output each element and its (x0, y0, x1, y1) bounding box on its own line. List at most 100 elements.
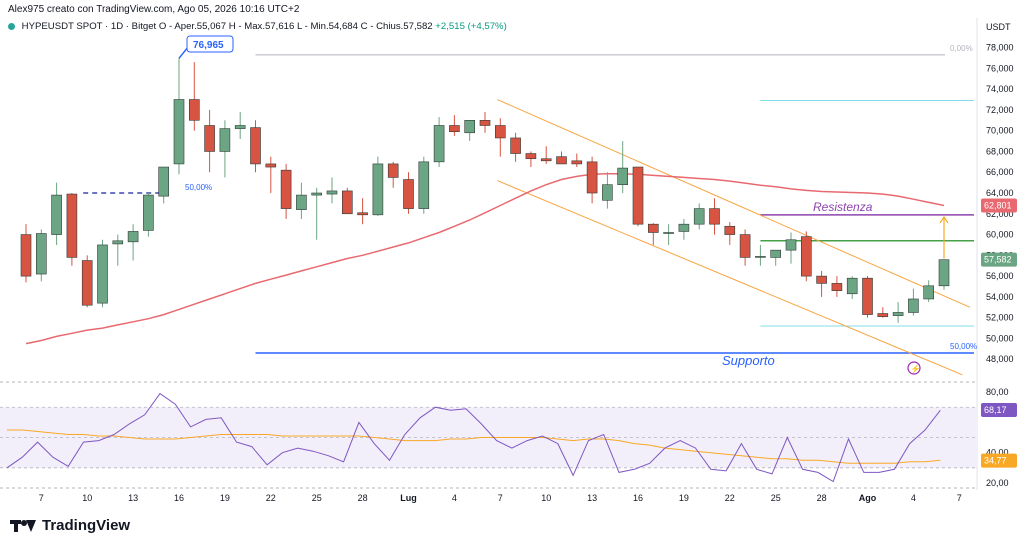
time-tick-label: 13 (128, 493, 138, 503)
time-tick-label: 19 (220, 493, 230, 503)
candle-body (20, 234, 32, 277)
time-tick-label: 28 (358, 493, 368, 503)
candle-body (892, 312, 904, 316)
candle-body (81, 260, 93, 306)
candle-body (326, 190, 338, 195)
time-tick-label: Lug (400, 493, 417, 503)
candle-body (540, 158, 552, 162)
ohlc-values: O - Aper.55,067 H - Max.57,616 L - Min.5… (158, 21, 433, 32)
price-tick-label: 52,000 (986, 313, 1014, 323)
change-value: +2,515 (+4,57%) (435, 21, 507, 32)
time-tick-label: 25 (771, 493, 781, 503)
candle-body (433, 125, 445, 163)
rsi-ma-line (7, 429, 941, 464)
high-callout-box (186, 35, 234, 53)
price-tick-label: 72,000 (986, 105, 1014, 115)
rsi-value-box (981, 403, 1017, 418)
time-tick-label: 4 (452, 493, 457, 503)
candle-body (143, 194, 154, 231)
candle-body (571, 160, 583, 165)
rsi-value-text: 68,17 (984, 405, 1007, 415)
candle-body (831, 283, 843, 291)
high-callout-pointer (178, 47, 188, 59)
candle-body (250, 127, 261, 165)
time-tick-label: 19 (679, 493, 689, 503)
rsi-tick-label: 20,00 (986, 478, 1009, 488)
candle-body (510, 137, 521, 154)
symbol-dot-icon (8, 22, 15, 30)
price-tick-label: 54,000 (986, 292, 1014, 302)
time-tick-label: 22 (266, 493, 276, 503)
candle-body (189, 99, 200, 121)
high-callout-label: 76,965 (193, 40, 224, 51)
candle-body (127, 231, 139, 243)
candle-body (908, 298, 919, 313)
candle-body (846, 277, 858, 295)
candle-body (586, 161, 598, 194)
symbol-legend[interactable]: HYPEUSDT SPOT · 1D · Bitget O - Aper.55,… (8, 21, 507, 32)
candle-body (219, 128, 231, 152)
candle-body (449, 125, 460, 133)
candle-body (785, 239, 797, 251)
candle-body (816, 275, 827, 284)
time-tick-label: 7 (957, 493, 962, 503)
tradingview-logo-icon (10, 518, 36, 534)
price-tick-label: 56,000 (986, 271, 1014, 281)
time-tick-label: 7 (498, 493, 503, 503)
price-label-text: 57,582 (984, 255, 1012, 265)
channel-lower-line (497, 180, 963, 376)
candle-body (938, 259, 950, 287)
symbol-name: HYPEUSDT SPOT · 1D · Bitget (21, 21, 157, 32)
candle-body (739, 234, 751, 258)
candle-body (265, 163, 277, 168)
candle-body (372, 163, 384, 216)
price-tick-label: 78,000 (986, 43, 1014, 53)
time-tick-label: 10 (541, 493, 551, 503)
channel-upper-line (497, 99, 971, 308)
price-tick-label: 60,000 (986, 230, 1014, 240)
candle-body (403, 179, 414, 209)
time-tick-label: 7 (39, 493, 44, 503)
candle-body (602, 184, 613, 201)
rsi-tick-label: 80,00 (986, 387, 1009, 397)
time-tick-label: 22 (725, 493, 735, 503)
candle-body (112, 240, 124, 245)
candle-body (418, 161, 430, 209)
candle-body (800, 236, 812, 277)
time-tick-label: 25 (312, 493, 322, 503)
price-tick-label: 66,000 (986, 167, 1014, 177)
candle-body (617, 167, 629, 186)
target-arrow-head (939, 215, 949, 224)
candle-body (494, 125, 506, 139)
candle-body (556, 156, 567, 165)
flash-icon-glyph: ⚡ (911, 364, 921, 374)
candle-body (35, 233, 47, 275)
fib-50-bottom-label: 50,00% (950, 342, 977, 351)
time-tick-label: 4 (911, 493, 916, 503)
price-tick-label: 48,000 (986, 354, 1014, 364)
candle-body (647, 223, 659, 233)
price-tick-label: 70,000 (986, 126, 1014, 136)
candle-body (755, 256, 766, 258)
rsi-value-text: 34,77 (984, 456, 1007, 466)
flash-icon (907, 361, 921, 375)
time-tick-label: 28 (817, 493, 827, 503)
brand-name: TradingView (42, 517, 131, 534)
candle-body (525, 153, 537, 160)
price-tick-label: 50,000 (986, 333, 1014, 343)
candle-body (158, 166, 169, 197)
time-tick-label: 13 (587, 493, 597, 503)
time-tick-label: 16 (633, 493, 643, 503)
candle-body (923, 285, 935, 300)
candle-body (678, 223, 690, 232)
ema-line (25, 173, 945, 345)
candle-body (341, 190, 353, 215)
tradingview-brand[interactable]: TradingView (10, 517, 130, 534)
candle-body (464, 119, 476, 134)
candle-body (877, 313, 889, 317)
price-label-text: 62,801 (984, 200, 1012, 210)
fib-0-label: 0,00% (950, 44, 973, 53)
resistance-label: Resistenza (813, 200, 873, 214)
candle-body (66, 193, 78, 258)
